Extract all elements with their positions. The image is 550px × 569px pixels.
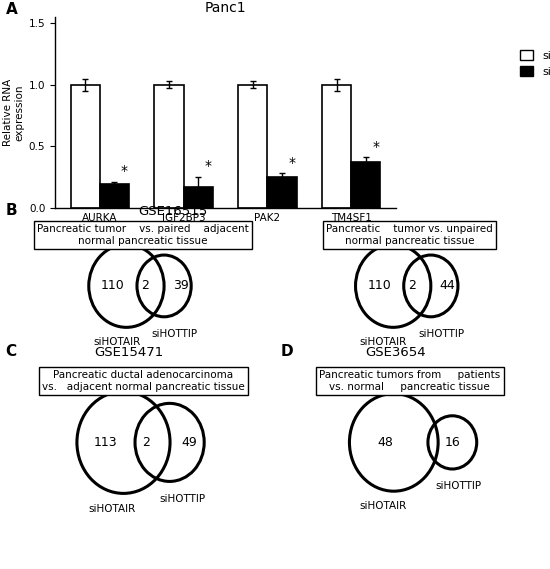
Text: 113: 113 xyxy=(94,436,118,449)
Text: 2: 2 xyxy=(408,279,416,292)
Text: 48: 48 xyxy=(377,436,393,449)
Text: C: C xyxy=(6,344,16,358)
Text: 16: 16 xyxy=(444,436,460,449)
Text: siHOTAIR: siHOTAIR xyxy=(89,505,136,514)
Y-axis label: Relative RNA
expression: Relative RNA expression xyxy=(3,79,25,146)
Text: 2: 2 xyxy=(142,436,150,449)
Bar xyxy=(70,85,100,208)
Text: *: * xyxy=(372,139,379,154)
Text: GSE16515: GSE16515 xyxy=(139,205,208,218)
Text: siHOTTIP: siHOTTIP xyxy=(152,329,197,339)
Text: Pancreatic    tumor vs. unpaired
normal pancreatic tissue: Pancreatic tumor vs. unpaired normal pan… xyxy=(326,225,493,246)
Text: siHOTTIP: siHOTTIP xyxy=(159,494,205,504)
Text: GSE15471: GSE15471 xyxy=(95,345,164,358)
Bar xyxy=(238,85,267,208)
Text: *: * xyxy=(121,164,128,178)
Title: Panc1: Panc1 xyxy=(205,1,246,15)
Text: siHOTAIR: siHOTAIR xyxy=(360,337,407,347)
Text: 39: 39 xyxy=(173,279,189,292)
Text: Pancreatic tumor    vs. paired    adjacent
normal pancreatic tissue: Pancreatic tumor vs. paired adjacent nor… xyxy=(37,225,249,246)
Bar xyxy=(100,184,129,208)
Text: siHOTAIR: siHOTAIR xyxy=(360,501,407,511)
Bar xyxy=(351,162,381,208)
Bar xyxy=(184,187,213,208)
Text: 110: 110 xyxy=(368,279,392,292)
Text: 44: 44 xyxy=(439,279,455,292)
Text: B: B xyxy=(6,203,17,218)
Text: 110: 110 xyxy=(101,279,125,292)
Text: 2: 2 xyxy=(141,279,149,292)
Text: D: D xyxy=(280,344,293,358)
Bar xyxy=(267,177,296,208)
Text: 49: 49 xyxy=(182,436,197,449)
Legend: siCtrl, siHOTTIP: siCtrl, siHOTTIP xyxy=(515,46,550,82)
Text: *: * xyxy=(205,159,212,173)
Text: A: A xyxy=(6,2,17,17)
Text: Pancreatic tumors from     patients
vs. normal     pancreatic tissue: Pancreatic tumors from patients vs. norm… xyxy=(319,370,500,391)
Text: Pancreatic ductal adenocarcinoma
vs.   adjacent normal pancreatic tissue: Pancreatic ductal adenocarcinoma vs. adj… xyxy=(42,370,244,391)
Text: siHOTTIP: siHOTTIP xyxy=(436,481,482,490)
Text: GSE3654: GSE3654 xyxy=(366,345,426,358)
Bar xyxy=(322,85,351,208)
Bar xyxy=(155,85,184,208)
Text: siHOTAIR: siHOTAIR xyxy=(93,337,140,347)
Text: siHOTTIP: siHOTTIP xyxy=(419,329,464,339)
Text: *: * xyxy=(289,155,295,170)
